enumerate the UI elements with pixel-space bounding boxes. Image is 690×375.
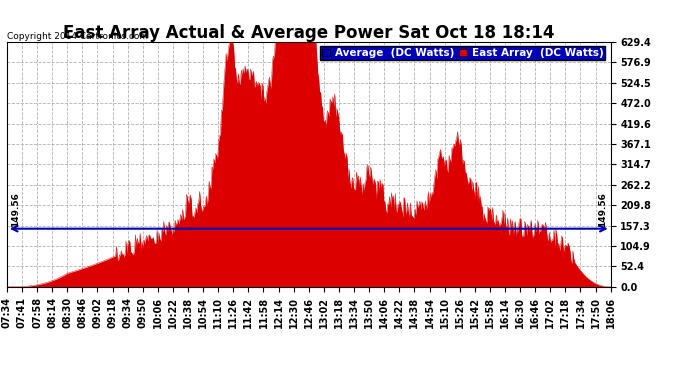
Legend: Average  (DC Watts), East Array  (DC Watts): Average (DC Watts), East Array (DC Watts… [320, 46, 605, 60]
Text: 149.56: 149.56 [10, 192, 20, 227]
Title: East Array Actual & Average Power Sat Oct 18 18:14: East Array Actual & Average Power Sat Oc… [63, 24, 555, 42]
Text: Copyright 2014 Cartronics.com: Copyright 2014 Cartronics.com [7, 32, 148, 41]
Text: 149.56: 149.56 [598, 192, 607, 227]
